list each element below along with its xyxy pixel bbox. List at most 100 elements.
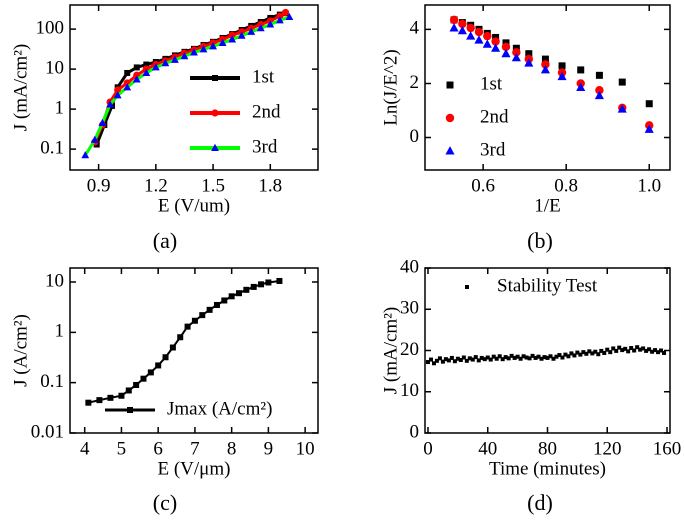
marker: [218, 38, 227, 46]
marker: [228, 293, 235, 300]
marker: [285, 12, 294, 21]
y-tick-label: 2: [410, 72, 420, 93]
marker: [595, 71, 603, 79]
marker: [569, 351, 574, 356]
marker: [560, 355, 565, 360]
marker: [626, 349, 631, 354]
marker: [443, 357, 448, 362]
marker: [90, 135, 99, 143]
y-tick-label: 1: [55, 97, 65, 118]
marker: [250, 283, 257, 290]
marker: [455, 356, 460, 361]
marker: [434, 358, 439, 363]
marker: [558, 62, 566, 70]
marker: [539, 356, 544, 361]
marker: [171, 55, 179, 63]
marker: [540, 65, 550, 74]
marker: [473, 355, 478, 360]
y-tick-label: 20: [400, 339, 419, 360]
marker: [563, 352, 568, 357]
marker: [557, 71, 567, 81]
marker: [142, 68, 151, 76]
marker: [515, 354, 520, 359]
x-tick-label: 4: [80, 438, 90, 459]
marker: [482, 357, 487, 362]
marker: [470, 357, 475, 362]
marker: [265, 279, 272, 286]
marker: [594, 90, 604, 100]
marker: [127, 407, 133, 413]
marker: [209, 42, 217, 50]
marker: [527, 356, 532, 361]
marker: [647, 347, 652, 352]
marker: [512, 355, 517, 360]
legend-label: 1st: [252, 66, 275, 87]
marker: [184, 323, 191, 330]
marker: [501, 48, 511, 58]
marker: [662, 350, 667, 355]
marker: [483, 31, 492, 41]
marker: [494, 356, 499, 361]
marker: [623, 346, 628, 351]
marker: [446, 358, 451, 363]
marker: [85, 399, 92, 406]
marker: [533, 355, 538, 360]
marker: [554, 354, 559, 359]
panel-caption: (d): [527, 490, 553, 515]
marker: [635, 345, 640, 350]
plot-frame: [69, 267, 319, 434]
y-tick-label: 0.01: [31, 421, 64, 442]
marker: [431, 361, 436, 366]
marker: [575, 350, 580, 355]
marker: [587, 349, 592, 354]
marker: [428, 357, 433, 362]
marker: [81, 151, 90, 159]
marker: [107, 394, 114, 401]
x-tick-label: 0.8: [554, 175, 578, 196]
x-tick-label: 0.9: [87, 175, 111, 196]
y-tick-label: 0: [410, 421, 420, 442]
marker: [162, 354, 169, 361]
marker: [457, 25, 467, 35]
y-tick-label: 10: [45, 57, 64, 78]
marker: [545, 355, 550, 360]
y-axis-label: Ln(J/E^2): [380, 49, 401, 125]
marker: [466, 31, 476, 40]
marker: [467, 356, 472, 361]
x-tick-label: 40: [478, 438, 497, 459]
marker: [133, 381, 140, 388]
y-tick-label: 0.1: [40, 137, 64, 158]
marker: [123, 83, 132, 91]
marker: [113, 91, 122, 99]
marker: [521, 354, 526, 359]
marker: [581, 350, 586, 355]
marker: [638, 347, 643, 352]
x-tick-label: 5: [117, 438, 127, 459]
marker: [596, 352, 601, 357]
marker: [437, 356, 442, 361]
y-tick-label: 0.1: [40, 371, 64, 392]
marker: [500, 357, 505, 362]
marker: [541, 55, 549, 63]
marker: [180, 51, 189, 60]
marker: [488, 357, 493, 362]
marker: [584, 351, 589, 356]
marker: [199, 45, 208, 53]
marker: [474, 27, 484, 37]
legend-label: Jmax (A/cm²): [167, 398, 272, 419]
marker: [482, 39, 492, 48]
marker: [124, 69, 131, 76]
x-axis-label: Time (minutes): [489, 458, 606, 479]
marker: [618, 78, 626, 86]
marker: [512, 48, 521, 57]
marker: [465, 285, 469, 289]
marker: [524, 58, 534, 67]
y-tick-label: 10: [400, 380, 419, 401]
marker: [258, 281, 265, 288]
marker: [577, 66, 585, 74]
marker: [143, 61, 150, 68]
marker: [595, 86, 604, 95]
x-tick-label: 0: [423, 438, 433, 459]
x-tick-label: 120: [593, 438, 622, 459]
x-tick-label: 6: [153, 438, 163, 459]
